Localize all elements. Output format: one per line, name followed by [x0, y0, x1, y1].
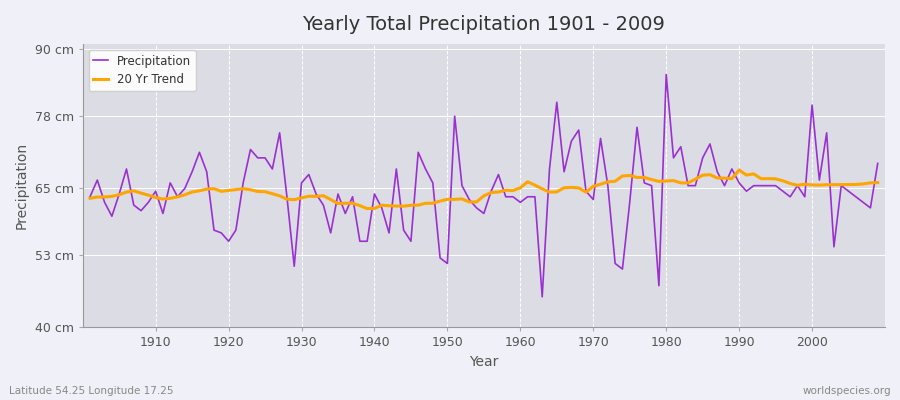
- Precipitation: [536, 294, 547, 299]
- 20 Yr Trend: [609, 179, 620, 184]
- Precipitation: [508, 194, 518, 199]
- 20 Yr Trend: [734, 168, 744, 172]
- Precipitation: [661, 72, 671, 77]
- 20 Yr Trend: [362, 206, 373, 211]
- Line: Precipitation: Precipitation: [90, 74, 878, 297]
- Y-axis label: Precipitation: Precipitation: [15, 142, 29, 229]
- 20 Yr Trend: [522, 180, 533, 184]
- 20 Yr Trend: [85, 196, 95, 201]
- Precipitation: [609, 261, 620, 266]
- Precipitation: [85, 194, 95, 199]
- Precipitation: [303, 172, 314, 177]
- 20 Yr Trend: [872, 180, 883, 185]
- X-axis label: Year: Year: [469, 355, 499, 369]
- Precipitation: [872, 161, 883, 166]
- 20 Yr Trend: [515, 185, 526, 190]
- Precipitation: [143, 200, 154, 205]
- Text: worldspecies.org: worldspecies.org: [803, 386, 891, 396]
- Title: Yearly Total Precipitation 1901 - 2009: Yearly Total Precipitation 1901 - 2009: [302, 15, 665, 34]
- Text: Latitude 54.25 Longitude 17.25: Latitude 54.25 Longitude 17.25: [9, 386, 174, 396]
- Precipitation: [347, 194, 358, 199]
- 20 Yr Trend: [303, 194, 314, 199]
- 20 Yr Trend: [143, 193, 154, 198]
- Legend: Precipitation, 20 Yr Trend: Precipitation, 20 Yr Trend: [88, 50, 196, 91]
- Precipitation: [515, 200, 526, 205]
- 20 Yr Trend: [347, 201, 358, 206]
- Line: 20 Yr Trend: 20 Yr Trend: [90, 170, 878, 208]
